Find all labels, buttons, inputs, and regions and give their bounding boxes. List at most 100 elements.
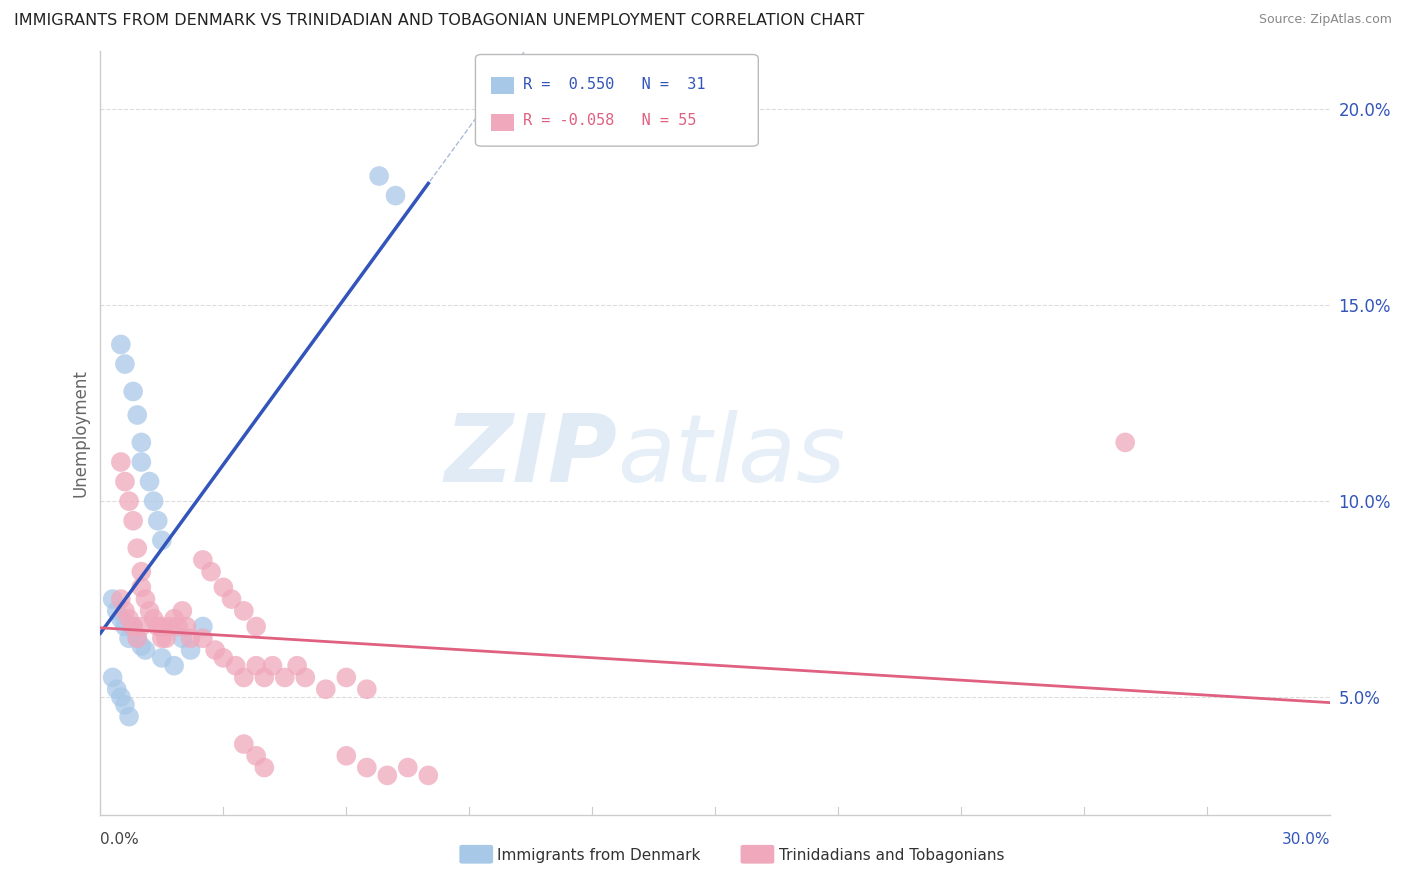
Text: atlas: atlas bbox=[617, 410, 845, 501]
Point bbox=[1114, 435, 1136, 450]
Point bbox=[150, 619, 173, 633]
Point bbox=[127, 541, 149, 556]
Point bbox=[274, 670, 297, 684]
Point bbox=[138, 475, 160, 489]
Point bbox=[225, 658, 247, 673]
Point bbox=[232, 604, 254, 618]
Point bbox=[191, 553, 214, 567]
Point bbox=[191, 632, 214, 646]
Text: 0.0%: 0.0% bbox=[100, 832, 139, 847]
Point bbox=[375, 768, 398, 782]
Point bbox=[221, 592, 243, 607]
Point bbox=[232, 670, 254, 684]
Point bbox=[356, 682, 378, 697]
Point bbox=[245, 748, 267, 763]
Point bbox=[200, 565, 222, 579]
Point bbox=[138, 604, 160, 618]
Point bbox=[335, 748, 357, 763]
Point bbox=[356, 760, 378, 774]
Point bbox=[131, 639, 153, 653]
Point bbox=[127, 632, 149, 646]
Point bbox=[172, 632, 194, 646]
Point bbox=[159, 619, 181, 633]
Point bbox=[131, 455, 153, 469]
Point bbox=[127, 408, 149, 422]
Point bbox=[150, 533, 173, 548]
Point bbox=[101, 592, 124, 607]
Point bbox=[212, 580, 235, 594]
Point bbox=[118, 612, 141, 626]
Point bbox=[163, 658, 186, 673]
Point bbox=[127, 632, 149, 646]
Point bbox=[368, 169, 391, 183]
Point bbox=[131, 580, 153, 594]
Point bbox=[131, 435, 153, 450]
Point bbox=[232, 737, 254, 751]
Text: ZIP: ZIP bbox=[444, 409, 617, 501]
Point bbox=[118, 632, 141, 646]
Point bbox=[245, 619, 267, 633]
Point bbox=[245, 658, 267, 673]
Text: R =  0.550   N =  31: R = 0.550 N = 31 bbox=[523, 77, 706, 92]
Point bbox=[131, 565, 153, 579]
FancyBboxPatch shape bbox=[475, 54, 758, 146]
Point bbox=[180, 643, 202, 657]
Point bbox=[110, 612, 132, 626]
Text: Source: ZipAtlas.com: Source: ZipAtlas.com bbox=[1258, 13, 1392, 27]
Point bbox=[122, 619, 145, 633]
Point bbox=[134, 592, 156, 607]
Point bbox=[105, 604, 128, 618]
Point bbox=[142, 494, 165, 508]
Point bbox=[294, 670, 316, 684]
Point bbox=[191, 619, 214, 633]
Point bbox=[253, 670, 276, 684]
Y-axis label: Unemployment: Unemployment bbox=[72, 368, 89, 497]
Point bbox=[315, 682, 337, 697]
Point bbox=[396, 760, 419, 774]
Point bbox=[146, 619, 169, 633]
Point bbox=[110, 690, 132, 704]
Point bbox=[180, 632, 202, 646]
Point bbox=[114, 357, 136, 371]
Point bbox=[105, 682, 128, 697]
Point bbox=[114, 619, 136, 633]
Point bbox=[204, 643, 226, 657]
Point bbox=[122, 384, 145, 399]
Point bbox=[335, 670, 357, 684]
Point bbox=[150, 651, 173, 665]
Bar bbox=[492, 78, 513, 95]
Point bbox=[253, 760, 276, 774]
Point bbox=[134, 643, 156, 657]
Point bbox=[118, 709, 141, 723]
Text: IMMIGRANTS FROM DENMARK VS TRINIDADIAN AND TOBAGONIAN UNEMPLOYMENT CORRELATION C: IMMIGRANTS FROM DENMARK VS TRINIDADIAN A… bbox=[14, 13, 865, 29]
Point bbox=[114, 604, 136, 618]
Point bbox=[114, 698, 136, 712]
Bar bbox=[492, 114, 513, 131]
Point bbox=[114, 475, 136, 489]
Point bbox=[418, 768, 440, 782]
Point bbox=[142, 612, 165, 626]
Point bbox=[150, 632, 173, 646]
Point bbox=[212, 651, 235, 665]
Point bbox=[118, 494, 141, 508]
Point bbox=[131, 619, 153, 633]
Point bbox=[167, 619, 190, 633]
Point bbox=[110, 337, 132, 351]
Text: Trinidadians and Tobagonians: Trinidadians and Tobagonians bbox=[779, 848, 1004, 863]
Text: R = -0.058   N = 55: R = -0.058 N = 55 bbox=[523, 113, 697, 128]
Text: 30.0%: 30.0% bbox=[1282, 832, 1330, 847]
Point bbox=[163, 612, 186, 626]
Point bbox=[122, 514, 145, 528]
Point bbox=[122, 619, 145, 633]
Point bbox=[155, 632, 177, 646]
Point bbox=[285, 658, 308, 673]
Point bbox=[101, 670, 124, 684]
Point bbox=[110, 592, 132, 607]
Point bbox=[146, 514, 169, 528]
Point bbox=[262, 658, 284, 673]
Point bbox=[176, 619, 198, 633]
Point bbox=[384, 188, 406, 202]
Point bbox=[110, 455, 132, 469]
Text: Immigrants from Denmark: Immigrants from Denmark bbox=[498, 848, 700, 863]
Point bbox=[172, 604, 194, 618]
